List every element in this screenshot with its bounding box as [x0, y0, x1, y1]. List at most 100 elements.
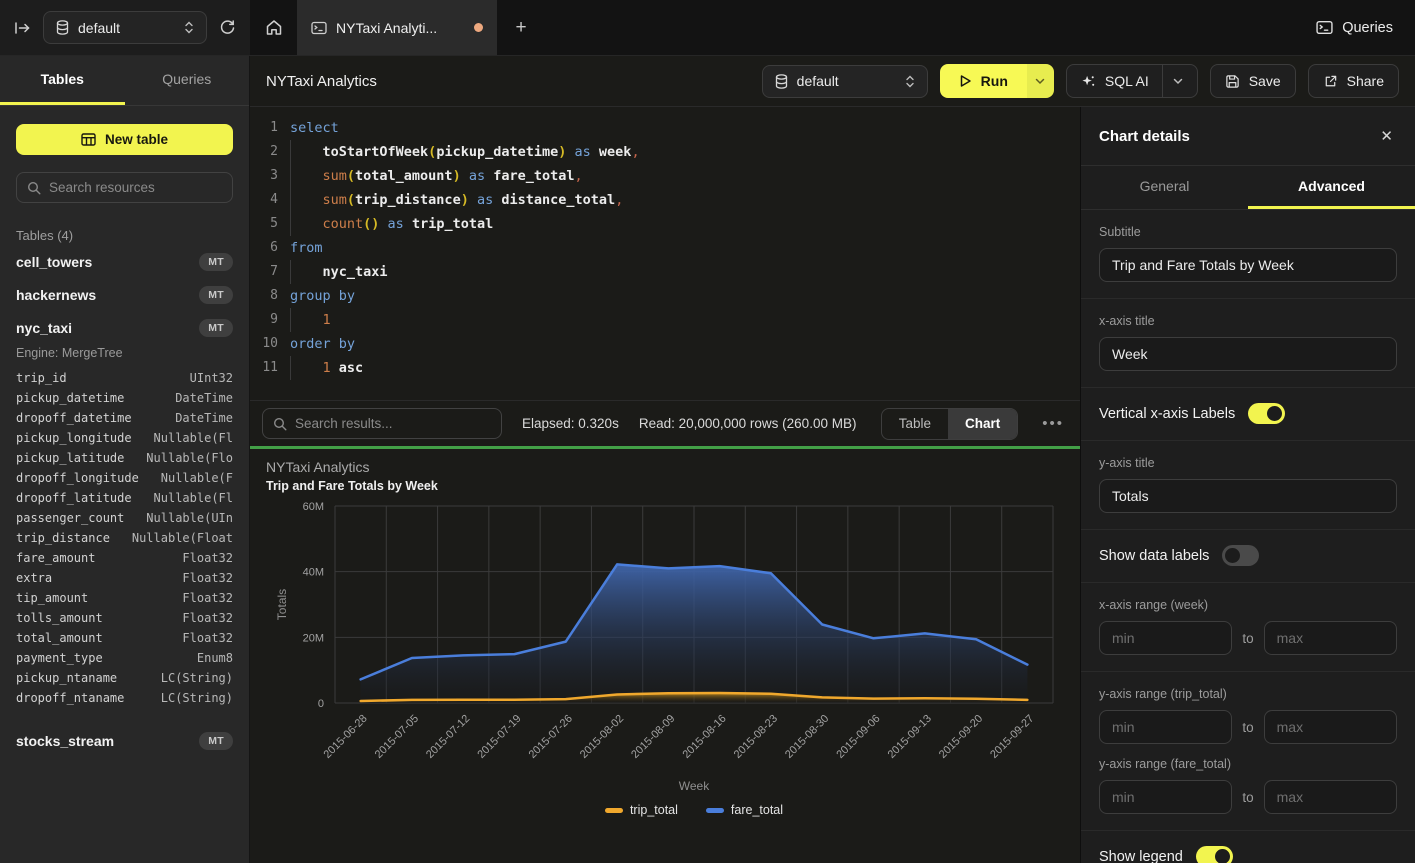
x-range-max-input[interactable] — [1264, 621, 1397, 655]
table-row-cell_towers[interactable]: cell_towersMT — [0, 245, 249, 278]
to-label: to — [1242, 790, 1253, 805]
query-database-selector[interactable]: default — [762, 65, 928, 98]
table-icon — [81, 133, 96, 146]
sidebar-tab-tables[interactable]: Tables — [0, 56, 125, 105]
search-results-input[interactable] — [295, 416, 491, 431]
chart-legend: trip_total fare_total — [335, 803, 1053, 817]
column-row: tolls_amountFloat32 — [16, 608, 233, 628]
subtitle-input[interactable] — [1099, 248, 1397, 282]
x-axis-labels: 2015-06-282015-07-052015-07-122015-07-19… — [321, 713, 1036, 761]
svg-text:2015-08-02: 2015-08-02 — [578, 713, 626, 761]
legend-item-fare_total[interactable]: fare_total — [706, 803, 783, 817]
editor-column: 1select2toStartOfWeek(pickup_datetime) a… — [250, 107, 1080, 863]
home-button[interactable] — [250, 0, 297, 55]
line-number: 9 — [250, 308, 290, 332]
legend-label: trip_total — [630, 803, 678, 817]
sidebar: Tables Queries New table Tables (4) cell… — [0, 56, 250, 863]
to-label: to — [1242, 631, 1253, 646]
column-type: Nullable(F — [161, 468, 233, 488]
code-line: 6from — [250, 236, 1080, 260]
sidebar-tab-queries[interactable]: Queries — [125, 56, 250, 105]
column-name: dropoff_ntaname — [16, 688, 124, 708]
x-axis-title-label: x-axis title — [1099, 314, 1397, 328]
results-search[interactable] — [262, 408, 502, 439]
view-toggle-table[interactable]: Table — [882, 409, 948, 439]
run-label: Run — [981, 73, 1008, 89]
y-range-trip-max-input[interactable] — [1264, 710, 1397, 744]
view-toggle-chart[interactable]: Chart — [948, 409, 1017, 439]
column-name: trip_distance — [16, 528, 110, 548]
column-type: Nullable(UIn — [146, 508, 233, 528]
topbar-left: default — [0, 0, 250, 55]
run-options-button[interactable] — [1027, 64, 1054, 98]
x-range-min-input[interactable] — [1099, 621, 1232, 655]
code-line: 91 — [250, 308, 1080, 332]
column-row: trip_idUInt32 — [16, 368, 233, 388]
queries-button[interactable]: Queries — [1316, 20, 1393, 36]
column-type: LC(String) — [161, 668, 233, 688]
more-options-button[interactable]: ••• — [1038, 415, 1068, 432]
column-type: UInt32 — [190, 368, 233, 388]
column-row: pickup_latitudeNullable(Flo — [16, 448, 233, 468]
run-button[interactable]: Run — [940, 64, 1027, 98]
close-icon[interactable]: ✕ — [1376, 123, 1397, 149]
legend-item-trip_total[interactable]: trip_total — [605, 803, 678, 817]
show-data-labels-toggle[interactable] — [1222, 545, 1259, 566]
show-legend-toggle[interactable] — [1196, 846, 1233, 863]
y-range-fare-min-input[interactable] — [1099, 780, 1232, 814]
show-legend-label: Show legend — [1099, 849, 1183, 863]
search-resources-input[interactable] — [49, 180, 222, 195]
sql-ai-button[interactable]: SQL AI — [1066, 64, 1198, 98]
table-row-stocks_stream[interactable]: stocks_streamMT — [0, 724, 249, 757]
vertical-x-axis-labels-toggle[interactable] — [1248, 403, 1285, 424]
sidebar-tabs: Tables Queries — [0, 56, 249, 106]
column-type: Float32 — [182, 568, 233, 588]
svg-text:2015-09-20: 2015-09-20 — [937, 713, 985, 761]
sql-ai-label: SQL AI — [1105, 73, 1149, 89]
code-text: group by — [290, 284, 355, 308]
line-number: 8 — [250, 284, 290, 308]
save-button[interactable]: Save — [1210, 64, 1296, 98]
y-axis-range-trip-label: y-axis range (trip_total) — [1099, 687, 1397, 701]
x-axis-title-input[interactable] — [1099, 337, 1397, 371]
column-name: extra — [16, 568, 52, 588]
toggle-knob — [1225, 548, 1240, 563]
table-row-hackernews[interactable]: hackernewsMT — [0, 278, 249, 311]
tab-nytaxi-analytics[interactable]: NYTaxi Analyti... — [297, 0, 497, 55]
results-toolbar: Elapsed: 0.320s Read: 20,000,000 rows (2… — [250, 400, 1080, 446]
plus-icon: + — [515, 17, 526, 39]
column-row: payment_typeEnum8 — [16, 648, 233, 668]
collapse-sidebar-icon[interactable] — [14, 20, 31, 36]
column-row: trip_distanceNullable(Float — [16, 528, 233, 548]
sidebar-search[interactable] — [16, 172, 233, 203]
y-axis-labels: 020M40M60M — [303, 501, 324, 710]
code-line: 3sum(total_amount) as fare_total, — [250, 164, 1080, 188]
new-tab-button[interactable]: + — [497, 0, 545, 55]
column-name: dropoff_longitude — [16, 468, 139, 488]
y-axis-title-input[interactable] — [1099, 479, 1397, 513]
panel-tabs: General Advanced — [1081, 166, 1415, 210]
play-icon — [959, 74, 972, 88]
y-range-fare-max-input[interactable] — [1264, 780, 1397, 814]
column-type: Float32 — [182, 588, 233, 608]
table-row-nyc_taxi[interactable]: nyc_taxiMT — [0, 311, 249, 344]
share-button[interactable]: Share — [1308, 64, 1399, 98]
tab-general[interactable]: General — [1081, 166, 1248, 209]
x-axis-range-label: x-axis range (week) — [1099, 598, 1397, 612]
new-table-label: New table — [105, 132, 168, 147]
tab-advanced[interactable]: Advanced — [1248, 166, 1415, 209]
engine-badge: MT — [199, 319, 233, 337]
sql-ai-options-button[interactable] — [1162, 65, 1183, 97]
svg-text:2015-08-23: 2015-08-23 — [732, 713, 780, 761]
table-name: hackernews — [16, 287, 96, 303]
sql-editor[interactable]: 1select2toStartOfWeek(pickup_datetime) a… — [250, 107, 1080, 400]
column-name: dropoff_datetime — [16, 408, 132, 428]
y-range-trip-min-input[interactable] — [1099, 710, 1232, 744]
database-selector[interactable]: default — [43, 11, 207, 44]
svg-text:20M: 20M — [303, 632, 324, 644]
refresh-icon[interactable] — [219, 19, 236, 36]
y-axis-range-fare-label: y-axis range (fare_total) — [1099, 757, 1397, 771]
share-icon — [1323, 74, 1338, 89]
area-chart: 2015-06-282015-07-052015-07-122015-07-19… — [250, 449, 1080, 863]
new-table-button[interactable]: New table — [16, 124, 233, 155]
